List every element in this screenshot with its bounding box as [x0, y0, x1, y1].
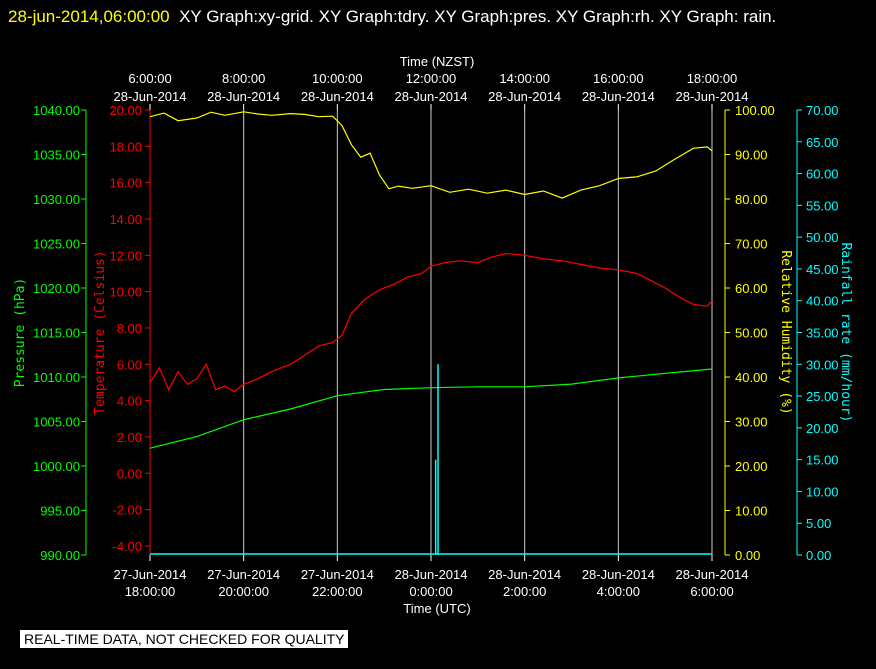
- top-tick-date: 28-Jun-2014: [488, 89, 561, 104]
- temperature-tick-label: 14.00: [109, 212, 142, 227]
- bottom-tick-date: 28-Jun-2014: [395, 567, 468, 582]
- pressure-tick-label: 1035.00: [33, 148, 80, 163]
- humidity-tick-label: 40.00: [735, 370, 768, 385]
- temperature-tick-label: 20.00: [109, 103, 142, 118]
- top-tick-time: 8:00:00: [222, 71, 265, 86]
- humidity-tick-label: 80.00: [735, 192, 768, 207]
- top-tick-date: 28-Jun-2014: [676, 89, 749, 104]
- temperature-tick-label: -2.00: [112, 503, 142, 518]
- pressure-tick-label: 995.00: [40, 504, 80, 519]
- rain-tick-label: 65.00: [806, 135, 839, 150]
- humidity-tick-label: 10.00: [735, 504, 768, 519]
- top-tick-time: 12:00:00: [406, 71, 457, 86]
- pressure-tick-label: 1030.00: [33, 192, 80, 207]
- tdry-series-line: [149, 252, 713, 393]
- temperature-tick-label: 10.00: [109, 285, 142, 300]
- top-tick-time: 10:00:00: [312, 71, 363, 86]
- bottom-tick-time: 18:00:00: [125, 584, 176, 599]
- top-tick-time: 16:00:00: [593, 71, 644, 86]
- humidity-tick-label: 30.00: [735, 415, 768, 430]
- rain-tick-label: 0.00: [806, 548, 831, 563]
- pressure-tick-label: 1020.00: [33, 281, 80, 296]
- rain-tick-label: 5.00: [806, 516, 831, 531]
- quality-notice: REAL-TIME DATA, NOT CHECKED FOR QUALITY: [20, 630, 349, 648]
- bottom-tick-time: 20:00:00: [218, 584, 269, 599]
- humidity-tick-label: 50.00: [735, 326, 768, 341]
- top-tick-time: 6:00:00: [128, 71, 171, 86]
- pressure-tick-label: 1010.00: [33, 370, 80, 385]
- temperature-tick-label: 6.00: [117, 357, 142, 372]
- top-tick-date: 28-Jun-2014: [301, 89, 374, 104]
- rain-tick-label: 20.00: [806, 421, 839, 436]
- humidity-tick-label: 90.00: [735, 148, 768, 163]
- header-graph-titles: XY Graph:xy-grid. XY Graph:tdry. XY Grap…: [179, 7, 777, 26]
- rain-tick-label: 60.00: [806, 167, 839, 182]
- temperature-tick-label: 2.00: [117, 430, 142, 445]
- humidity-tick-label: 0.00: [735, 548, 760, 563]
- top-tick-date: 28-Jun-2014: [582, 89, 655, 104]
- top-tick-time: 18:00:00: [687, 71, 738, 86]
- rain-tick-label: 25.00: [806, 389, 839, 404]
- temperature-tick-label: 12.00: [109, 248, 142, 263]
- top-tick-date: 28-Jun-2014: [207, 89, 280, 104]
- top-tick-time: 14:00:00: [499, 71, 550, 86]
- bottom-tick-date: 27-Jun-2014: [207, 567, 280, 582]
- rain-tick-label: 40.00: [806, 294, 839, 309]
- bottom-axis-label: Time (UTC): [403, 601, 470, 616]
- humidity-tick-label: 100.00: [735, 103, 775, 118]
- header-datetime: 28-jun-2014,06:00:00: [8, 7, 170, 26]
- humidity-tick-label: 20.00: [735, 459, 768, 474]
- pressure-tick-label: 1000.00: [33, 459, 80, 474]
- bottom-tick-time: 0:00:00: [409, 584, 452, 599]
- pressure-tick-label: 990.00: [40, 548, 80, 563]
- top-axis-label: Time (NZST): [400, 54, 475, 69]
- humidity-tick-label: 70.00: [735, 237, 768, 252]
- pressure-tick-label: 1005.00: [33, 415, 80, 430]
- temperature-tick-label: -4.00: [112, 539, 142, 554]
- bottom-tick-time: 4:00:00: [597, 584, 640, 599]
- temperature-tick-label: 18.00: [109, 139, 142, 154]
- bottom-tick-date: 28-Jun-2014: [676, 567, 749, 582]
- pressure-tick-label: 1040.00: [33, 103, 80, 118]
- bottom-tick-time: 6:00:00: [690, 584, 733, 599]
- bottom-tick-time: 2:00:00: [503, 584, 546, 599]
- pressure-tick-label: 1015.00: [33, 326, 80, 341]
- temperature-tick-label: 16.00: [109, 176, 142, 191]
- rain-tick-label: 35.00: [806, 326, 839, 341]
- bottom-tick-date: 28-Jun-2014: [582, 567, 655, 582]
- pres-series-line: [149, 368, 713, 449]
- bottom-tick-date: 27-Jun-2014: [114, 567, 187, 582]
- bottom-tick-date: 27-Jun-2014: [301, 567, 374, 582]
- humidity-tick-label: 60.00: [735, 281, 768, 296]
- rain-axis-title: Rainfall rate (mm/hour): [838, 242, 853, 422]
- pressure-axis-title: Pressure (hPa): [13, 278, 28, 388]
- rain-tick-label: 55.00: [806, 198, 839, 213]
- bottom-tick-date: 28-Jun-2014: [488, 567, 561, 582]
- temperature-tick-label: 8.00: [117, 321, 142, 336]
- rh-series-line: [149, 111, 713, 199]
- temperature-tick-label: 4.00: [117, 394, 142, 409]
- temperature-axis-title: Temperature (Celsius): [93, 250, 108, 414]
- humidity-axis-title: Relative Humidity (%): [778, 250, 793, 414]
- rain-tick-label: 50.00: [806, 230, 839, 245]
- rain-tick-label: 70.00: [806, 103, 839, 118]
- pressure-tick-label: 1025.00: [33, 237, 80, 252]
- temperature-tick-label: 0.00: [117, 466, 142, 481]
- rain-tick-label: 45.00: [806, 262, 839, 277]
- bottom-tick-time: 22:00:00: [312, 584, 363, 599]
- rain-tick-label: 15.00: [806, 453, 839, 468]
- chart-header: 28-jun-2014,06:00:00 XY Graph:xy-grid. X…: [8, 2, 868, 31]
- top-tick-date: 28-Jun-2014: [395, 89, 468, 104]
- rain-tick-label: 30.00: [806, 357, 839, 372]
- top-tick-date: 28-Jun-2014: [114, 89, 187, 104]
- rain-tick-label: 10.00: [806, 484, 839, 499]
